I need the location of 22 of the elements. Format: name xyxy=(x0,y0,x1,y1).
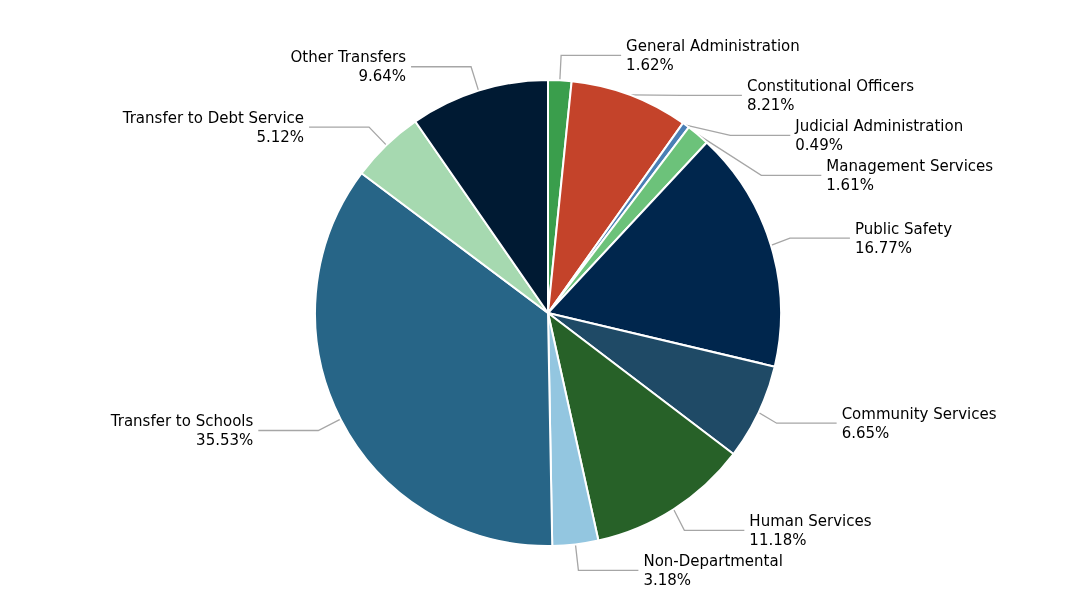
data-label: 8.21% xyxy=(746,95,795,114)
data-label: 0.49% xyxy=(795,135,843,154)
slice-label: Management Services xyxy=(826,156,994,175)
data-label: 5.12% xyxy=(256,127,305,146)
slice-label: General Administration xyxy=(626,36,800,55)
data-label: 1.61% xyxy=(826,175,874,194)
slice-label: Community Services xyxy=(841,404,997,423)
data-label: 1.62% xyxy=(626,55,674,74)
slice-label: Transfer to Schools xyxy=(109,411,254,430)
slice-label: Constitutional Officers xyxy=(746,76,915,95)
slice-label: Other Transfers xyxy=(290,48,407,67)
data-label: 11.18% xyxy=(749,530,807,549)
slice-label: Public Safety xyxy=(854,219,953,238)
data-label: 9.64% xyxy=(358,67,407,86)
slice-label: Judicial Administration xyxy=(794,116,964,135)
slice-label: Transfer to Debt Service xyxy=(121,108,305,127)
data-label: 6.65% xyxy=(841,423,890,442)
data-label: 16.77% xyxy=(854,238,913,257)
slice-label: Non-Departmental xyxy=(643,551,783,570)
data-label: 3.18% xyxy=(643,570,692,589)
slice-label: Human Services xyxy=(749,511,872,530)
data-label: 35.53% xyxy=(196,430,254,449)
